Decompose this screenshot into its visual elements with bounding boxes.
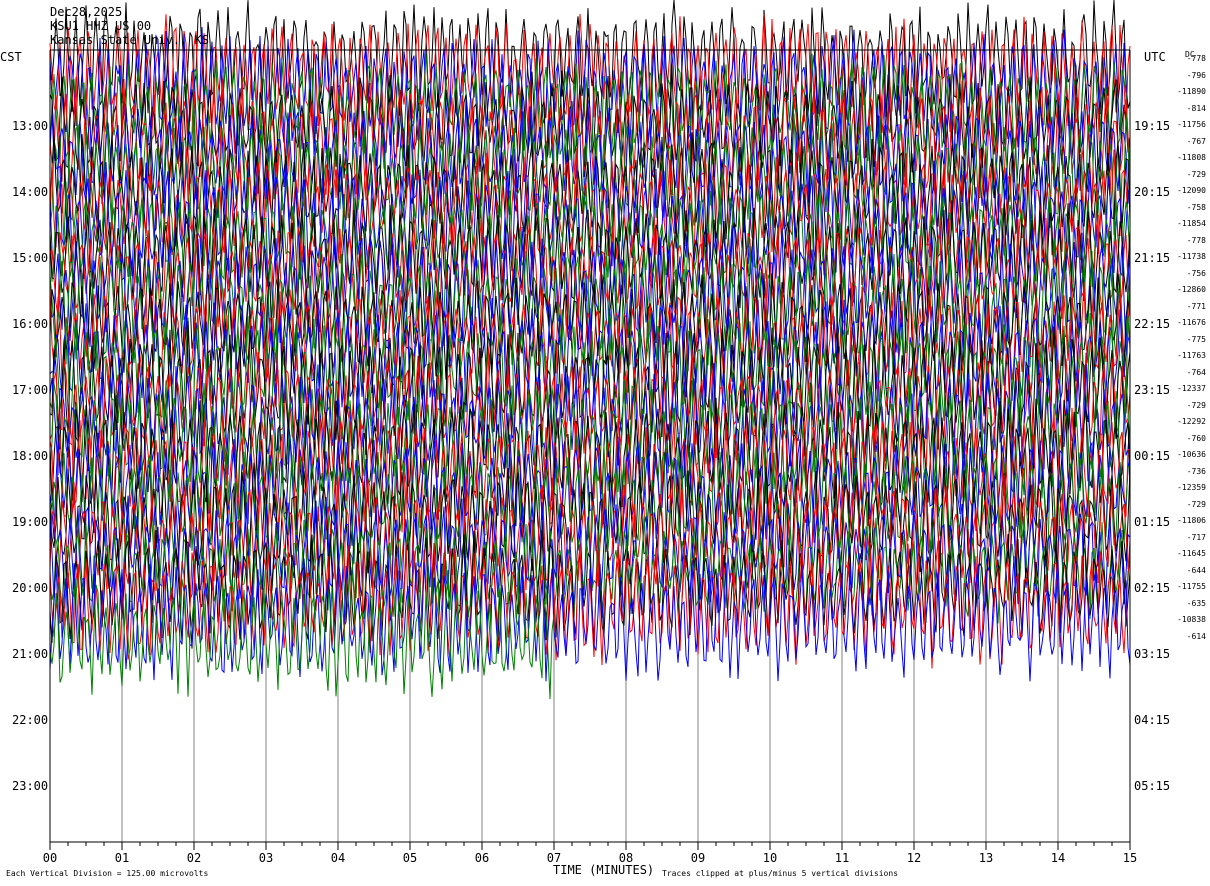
dc-offset-label: -764 [1186,367,1206,377]
x-tick-label: 15 [1122,851,1138,865]
x-tick-label: 03 [258,851,274,865]
x-tick-label: 12 [906,851,922,865]
x-tick-label: 02 [186,851,202,865]
dc-offset-label: -778 [1186,54,1206,63]
dc-offset-label: -614 [1186,631,1206,641]
y-tick-label-right: 21:15 [1134,251,1171,265]
y-tick-label-right: 03:15 [1134,647,1171,661]
x-tick-label: 01 [114,851,130,865]
y-tick-label-right: 04:15 [1134,713,1171,727]
dc-offset-label: -12090 [1177,186,1206,195]
dc-offset-label: -11645 [1177,549,1206,558]
vertical-division-note: Each Vertical Division = 125.00 microvol… [6,869,209,878]
dc-offset-label: -11808 [1177,153,1206,162]
dc-offset-label: -11756 [1177,120,1206,129]
y-tick-label-right: 19:15 [1134,119,1171,133]
dc-offset-label: -814 [1186,103,1206,113]
clip-note: Traces clipped at plus/minus 5 vertical … [662,869,899,878]
y-tick-label-left: 15:00 [12,251,49,265]
y-tick-label-left: 13:00 [12,119,49,133]
left-timezone-label: CST [0,50,22,64]
x-tick-label: 14 [1050,851,1066,865]
dc-offset-label: -644 [1186,565,1206,575]
dc-offset-label: -771 [1186,301,1206,311]
dc-offset-label: -717 [1186,532,1206,542]
dc-offset-label: -635 [1186,598,1206,608]
seismogram-trace [49,570,555,700]
dc-offset-label: -11676 [1177,318,1206,327]
dc-offset-label: -758 [1186,202,1206,212]
y-tick-label-left: 23:00 [12,779,49,793]
station-label: KSU1 HHZ US 00 [50,19,152,33]
x-tick-label: 00 [42,851,58,865]
y-tick-label-right: 20:15 [1134,185,1171,199]
dc-offset-label: -729 [1186,499,1206,509]
dc-offset-label: -11806 [1177,516,1206,525]
y-tick-label-left: 20:00 [12,581,49,595]
x-tick-label: 06 [474,851,490,865]
dc-offset-label: -12292 [1177,417,1206,426]
y-tick-label-right: 05:15 [1134,779,1171,793]
seismogram-trace [49,407,1131,538]
seismogram-trace [49,271,1131,380]
dc-offset-label: -11738 [1177,252,1206,261]
y-tick-label-right: 02:15 [1134,581,1171,595]
seismogram-trace [49,555,1131,682]
x-tick-label: 04 [330,851,346,865]
dc-offset-label: -12860 [1177,285,1206,294]
x-tick-label: 10 [762,851,778,865]
seismogram-trace [49,131,1131,249]
dc-offset-label: -11890 [1177,87,1206,96]
right-timezone-label: UTC [1144,50,1166,64]
y-tick-label-left: 17:00 [12,383,49,397]
seismogram-trace [49,321,1131,455]
dc-offset-label: -729 [1186,169,1206,179]
seismogram-trace [49,298,1131,417]
dc-offset-label: -10636 [1177,450,1206,459]
x-tick-label: 11 [834,851,850,865]
x-tick-label: 07 [546,851,562,865]
date-label: Dec28,2025 [50,5,123,19]
y-tick-label-right: 22:15 [1134,317,1171,331]
dc-offset-label: -12359 [1177,483,1206,492]
x-axis-title: TIME (MINUTES) [553,863,655,877]
seismogram-trace [49,495,1131,608]
y-tick-label-left: 14:00 [12,185,49,199]
seismogram-trace [49,97,1131,222]
location-label: Kansas State Univ., KS [50,33,209,47]
seismogram-trace [49,215,1131,331]
seismogram-trace [49,181,1131,300]
y-tick-label-right: 00:15 [1134,449,1171,463]
seismogram-trace [49,224,1131,353]
y-tick-label-right: 01:15 [1134,515,1171,529]
seismogram-traces [49,0,1131,700]
dc-offset-label: -729 [1186,400,1206,410]
y-tick-label-right: 23:15 [1134,383,1171,397]
dc-offset-label: -11854 [1177,219,1206,228]
x-tick-label: 09 [690,851,706,865]
dc-offset-label: -11763 [1177,351,1206,360]
dc-offset-label: -756 [1186,268,1206,278]
dc-header-label: DC [1185,50,1195,59]
dc-offset-label: -12337 [1177,384,1206,393]
x-axis-ticks [49,842,1131,850]
y-tick-label-left: 19:00 [12,515,49,529]
seismogram-trace [49,76,1131,208]
dc-offset-label: -736 [1186,466,1206,476]
dc-offset-label: -778 [1186,235,1206,245]
x-tick-label: 05 [402,851,418,865]
dc-offset-label: -775 [1186,334,1206,344]
y-tick-label-left: 22:00 [12,713,49,727]
x-tick-label: 08 [618,851,634,865]
y-tick-label-left: 21:00 [12,647,49,661]
dc-offset-label: -767 [1186,136,1206,146]
dc-offset-label: -10838 [1177,615,1206,624]
y-tick-label-left: 16:00 [12,317,49,331]
dc-offset-label: -760 [1186,433,1206,443]
x-tick-label: 13 [978,851,994,865]
y-tick-label-left: 18:00 [12,449,49,463]
dc-offset-label: -11755 [1177,582,1206,591]
dc-offset-label: -796 [1186,70,1206,80]
